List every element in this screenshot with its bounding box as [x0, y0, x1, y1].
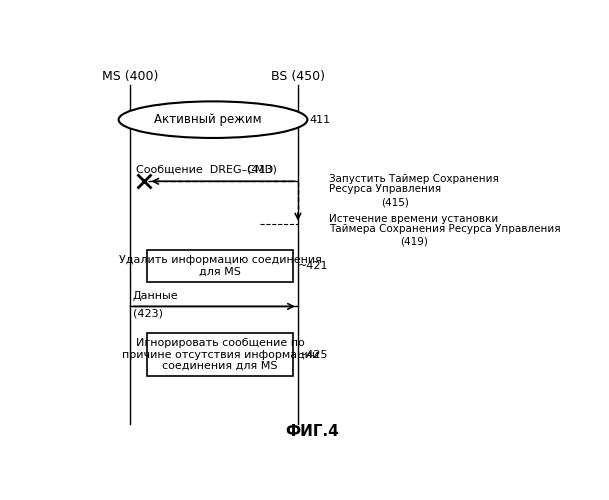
- Text: (415): (415): [381, 198, 409, 207]
- Text: MS (400): MS (400): [102, 70, 158, 83]
- Text: 411: 411: [310, 114, 331, 124]
- Text: (423): (423): [133, 308, 163, 318]
- Text: ФИГ.4: ФИГ.4: [285, 424, 339, 439]
- Ellipse shape: [119, 102, 308, 138]
- Text: ~421: ~421: [298, 261, 328, 271]
- Text: ~425: ~425: [298, 350, 328, 360]
- Text: Удалить информацию соединения
для MS: Удалить информацию соединения для MS: [119, 255, 322, 277]
- Text: Сообщение  DREG–CMD: Сообщение DREG–CMD: [136, 164, 273, 174]
- Text: Игнорировать сообщение по
причине отсутствия информации
соединения для MS: Игнорировать сообщение по причине отсутс…: [122, 338, 319, 371]
- Text: (419): (419): [400, 236, 428, 246]
- Text: Активный режим: Активный режим: [155, 113, 262, 126]
- Bar: [147, 250, 293, 282]
- Text: Истечение времени установки: Истечение времени установки: [329, 214, 498, 224]
- Text: BS (450): BS (450): [271, 70, 325, 83]
- Text: Данные: Данные: [133, 292, 178, 302]
- Text: Ресурса Управления: Ресурса Управления: [329, 184, 441, 194]
- Text: (413): (413): [247, 164, 277, 174]
- Text: Запустить Таймер Сохранения: Запустить Таймер Сохранения: [329, 174, 499, 184]
- Bar: [147, 334, 293, 376]
- Text: Таймера Сохранения Ресурса Управления: Таймера Сохранения Ресурса Управления: [329, 224, 560, 234]
